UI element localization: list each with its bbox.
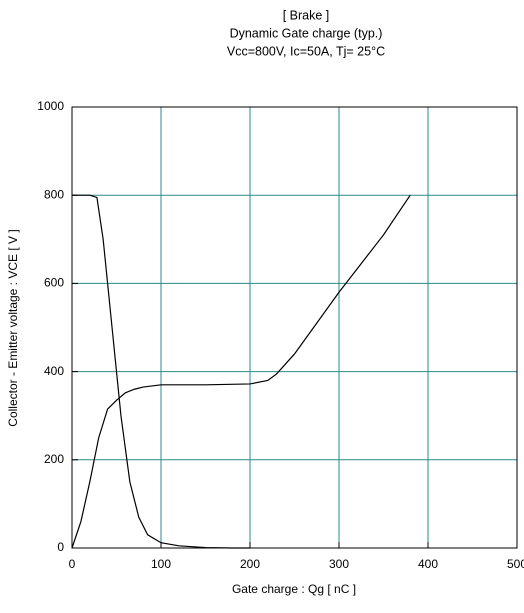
x-tick-label: 0 [69, 557, 76, 571]
chart-subtitle: Vcc=800V, Ic=50A, Tj= 25°C [227, 44, 385, 58]
x-tick-label: 300 [329, 557, 349, 571]
x-tick-label: 200 [240, 557, 260, 571]
y-tick-label: 800 [44, 187, 64, 201]
x-tick-label: 400 [418, 557, 438, 571]
x-axis-label: Gate charge : Qg [ nC ] [232, 582, 356, 596]
x-tick-label: 500 [507, 557, 524, 571]
y-axis-label: Collector - Emitter voltage : VCE [ V ] [6, 229, 20, 426]
y-tick-label: 600 [44, 276, 64, 290]
plot-frame [71, 106, 518, 549]
chart-subtitle: Dynamic Gate charge (typ.) [230, 26, 383, 40]
chart-title: [ Brake ] [283, 8, 330, 22]
x-tick-label: 100 [151, 557, 171, 571]
y-tick-label: 1000 [37, 99, 64, 113]
line-series [72, 194, 250, 549]
y-tick-label: 0 [57, 540, 64, 554]
y-tick-label: 400 [44, 364, 64, 378]
line-series [71, 194, 411, 549]
y-tick-label: 200 [44, 452, 64, 466]
